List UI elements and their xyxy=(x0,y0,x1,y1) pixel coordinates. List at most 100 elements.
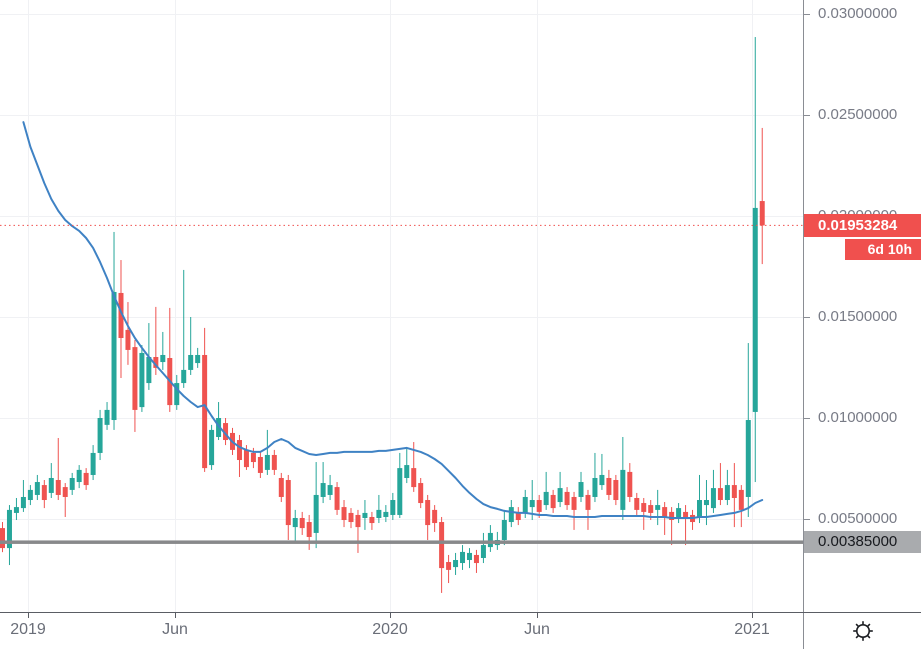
candle-body xyxy=(508,507,514,523)
price-axis-border xyxy=(803,0,804,649)
candle-body xyxy=(55,480,61,495)
level-price-label: 0.00385000 xyxy=(804,531,921,553)
time-tick-label: Jun xyxy=(162,621,188,638)
price-chart-canvas[interactable] xyxy=(0,0,803,612)
candle-body xyxy=(20,496,26,509)
candle-body xyxy=(697,500,702,518)
candle-body xyxy=(13,507,19,513)
candle-body xyxy=(195,354,201,364)
price-axis[interactable]: 0.030000000.025000000.020000000.01500000… xyxy=(804,0,921,612)
candle-body xyxy=(529,500,535,508)
candle-body xyxy=(223,423,229,441)
candle-body xyxy=(6,509,12,549)
candle-body xyxy=(418,483,424,504)
candle-body xyxy=(564,491,570,506)
time-tick-label: Jun xyxy=(524,621,550,638)
current-price-label: 0.01953284 xyxy=(804,214,921,237)
candle-body xyxy=(606,477,612,495)
candle-body xyxy=(236,440,242,461)
candle-body xyxy=(710,488,716,509)
price-tick-mark xyxy=(804,317,810,318)
candle-body xyxy=(174,383,180,406)
candle-body xyxy=(76,469,82,483)
candle-body xyxy=(369,516,375,524)
candle-body xyxy=(522,496,528,513)
price-tick-mark xyxy=(804,519,810,520)
gear-teeth xyxy=(852,621,873,641)
price-tick-label: 0.00500000 xyxy=(818,510,898,527)
candle-body xyxy=(703,500,709,506)
candle-body xyxy=(585,494,591,510)
candle-wick xyxy=(183,269,185,388)
candle-body xyxy=(717,488,723,501)
time-tick-label: 2021 xyxy=(734,621,770,638)
time-tick-label: 2019 xyxy=(10,621,46,638)
candle-body xyxy=(243,449,249,468)
candle-body xyxy=(334,487,340,510)
candle-wick xyxy=(594,452,596,503)
candle-body xyxy=(341,507,347,521)
candle-body xyxy=(397,468,403,515)
time-tick-label: 2020 xyxy=(372,621,408,638)
candle-body xyxy=(752,207,758,412)
time-axis-border xyxy=(0,612,921,613)
candle-wick xyxy=(671,507,673,546)
candle-body xyxy=(446,562,452,570)
candle-body xyxy=(48,477,54,493)
candle-body xyxy=(724,485,730,501)
candle-wick xyxy=(190,317,192,375)
price-tick-mark xyxy=(804,115,810,116)
candle-wick xyxy=(601,453,603,490)
candle-body xyxy=(62,487,68,497)
candle-body xyxy=(439,522,445,569)
candle-body xyxy=(41,485,47,501)
candle-body xyxy=(69,477,75,490)
candle-wick xyxy=(587,489,589,530)
candle-body xyxy=(299,517,305,529)
candle-body xyxy=(683,511,689,518)
candle-body xyxy=(383,511,389,517)
candle-body xyxy=(634,497,640,510)
settings-gear-icon[interactable] xyxy=(850,618,876,644)
candle-body xyxy=(460,551,466,564)
candle-body xyxy=(216,418,222,437)
candle-body xyxy=(731,485,737,498)
candle-body xyxy=(160,354,166,363)
candle-body xyxy=(620,469,626,510)
candle-body xyxy=(306,522,312,537)
candle-body xyxy=(599,474,605,486)
candle-body xyxy=(662,507,668,517)
time-axis[interactable]: 2019 Jun 2020 Jun 2021 xyxy=(0,613,803,649)
candle-body xyxy=(327,485,333,495)
candle-body xyxy=(536,500,542,512)
candle-wick xyxy=(413,442,415,492)
candle-body xyxy=(153,357,159,368)
candle-body xyxy=(257,456,263,473)
candle-body xyxy=(425,500,431,526)
candle-body xyxy=(83,472,89,486)
candle-body xyxy=(390,500,396,515)
candle-body xyxy=(34,482,40,495)
price-tick-label: 0.02500000 xyxy=(818,106,898,123)
candle-wick xyxy=(64,483,66,517)
candle-wick xyxy=(699,474,700,524)
candle-body xyxy=(655,505,661,510)
candle-body xyxy=(27,489,33,501)
candle-body xyxy=(592,477,598,497)
bar-countdown-label: 6d 10h xyxy=(845,239,921,260)
candle-wick xyxy=(685,505,687,546)
candle-body xyxy=(473,554,479,564)
candle-body xyxy=(627,471,633,497)
candle-body xyxy=(676,508,682,518)
candle-body xyxy=(313,494,319,533)
candle-body xyxy=(0,528,5,549)
candle-body xyxy=(404,465,410,478)
candle-wick xyxy=(322,462,324,504)
time-tick-mark xyxy=(175,613,176,618)
time-tick-mark xyxy=(28,613,29,618)
candle-body xyxy=(104,409,110,425)
candle-wick xyxy=(155,306,157,375)
candle-body xyxy=(202,354,208,469)
candlestick-chart xyxy=(0,0,803,612)
horizontal-level-line xyxy=(0,540,803,544)
